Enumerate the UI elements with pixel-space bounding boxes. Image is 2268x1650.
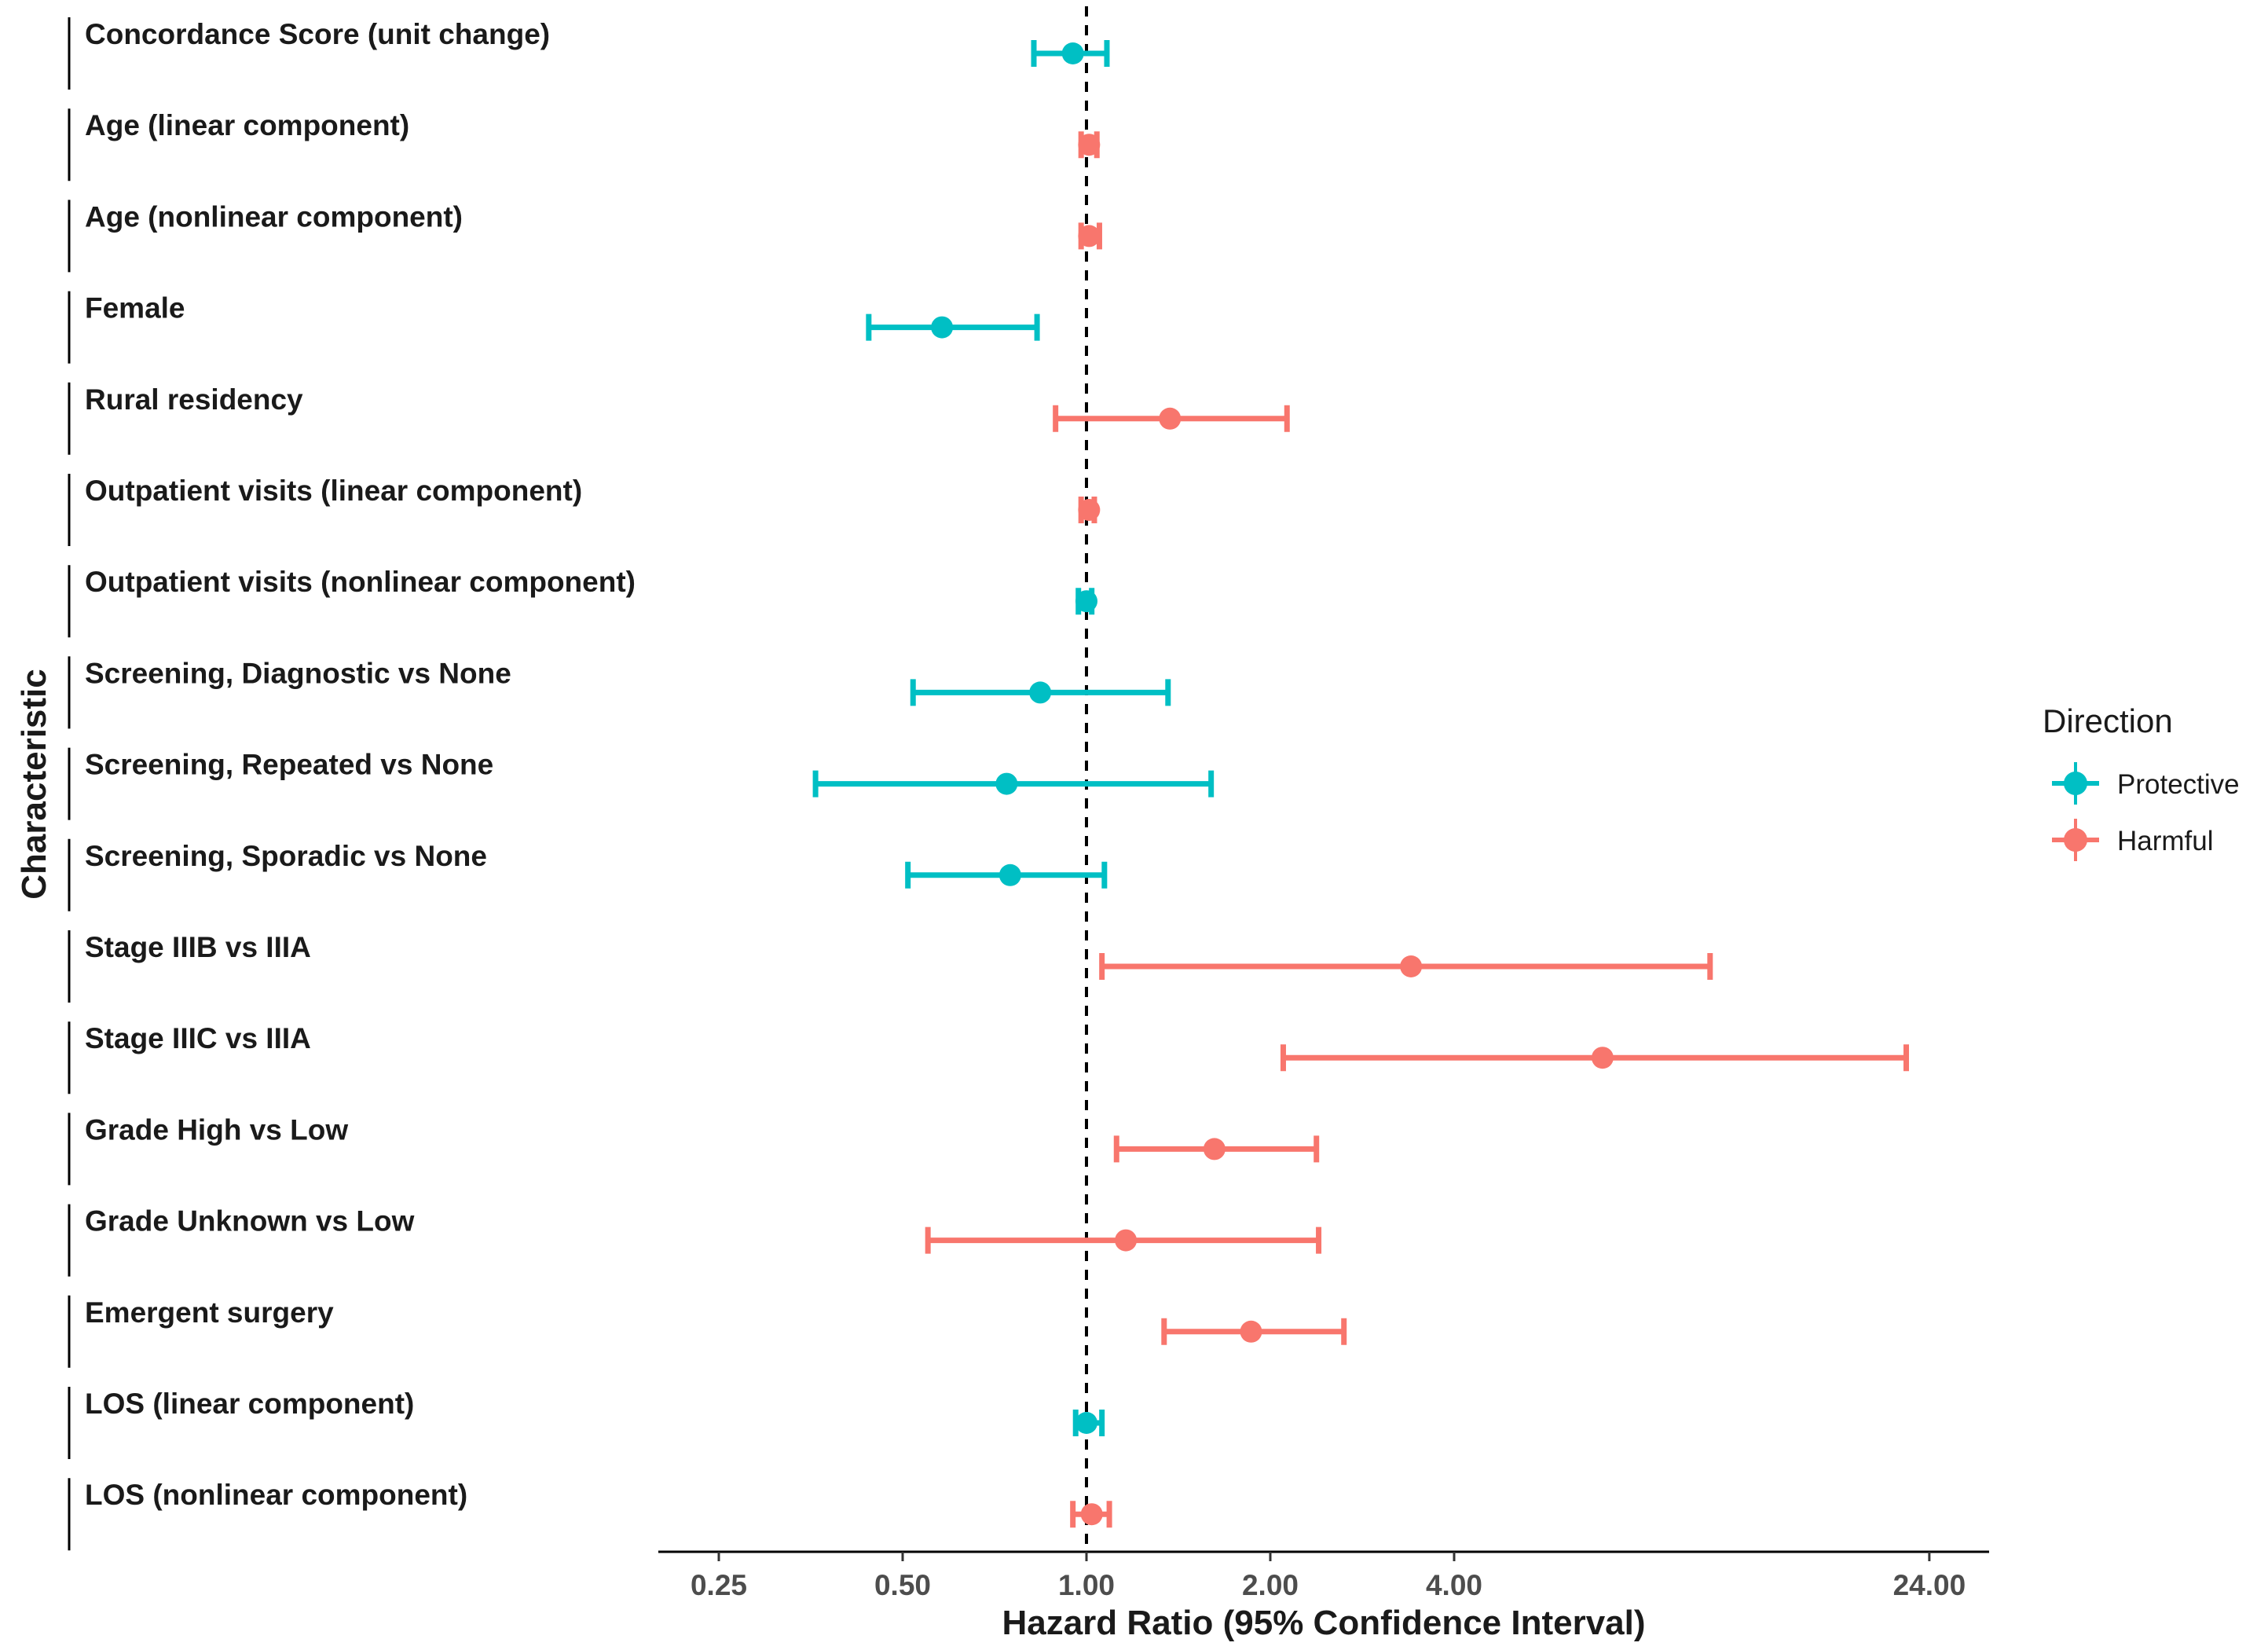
legend-title: Direction: [2043, 702, 2173, 739]
x-axis-ticks: 0.25 0.50 1.00 2.00 4.00 24.00: [691, 1552, 1966, 1601]
ci-mark: [1113, 1135, 1320, 1163]
ci-mark: [1099, 953, 1713, 980]
row-label: Outpatient visits (linear component): [85, 475, 582, 507]
point-estimate: [1078, 499, 1101, 521]
ci-mark: [1072, 1410, 1105, 1436]
point-estimate: [995, 772, 1018, 795]
legend-key-dot: [2064, 772, 2087, 795]
legend-entry: Protective: [2052, 762, 2240, 805]
point-estimate: [1080, 1503, 1103, 1526]
row-label: LOS (linear component): [85, 1388, 414, 1420]
x-tick-label: 2.00: [1242, 1569, 1299, 1601]
row-label: Grade Unknown vs Low: [85, 1205, 415, 1238]
point-estimate: [1240, 1320, 1262, 1343]
row-label: Female: [85, 292, 185, 324]
legend-label: Protective: [2117, 769, 2240, 800]
point-estimate: [1075, 590, 1097, 613]
row-label: Outpatient visits (nonlinear component): [85, 566, 636, 598]
point-estimate: [1029, 681, 1052, 704]
row-label: Screening, Repeated vs None: [85, 749, 493, 781]
ci-mark: [1280, 1044, 1910, 1072]
ci-mark: [1031, 40, 1110, 67]
x-tick-label: 0.25: [691, 1569, 747, 1601]
row-label: Age (linear component): [85, 109, 409, 141]
point-estimate: [1075, 1412, 1097, 1434]
point-estimate: [1591, 1047, 1614, 1069]
ci-mark: [1078, 222, 1102, 250]
ci-mark: [1078, 131, 1101, 159]
row-label: Screening, Sporadic vs None: [85, 840, 487, 872]
ci-mark: [1161, 1318, 1347, 1345]
x-tick-label: 0.50: [874, 1569, 931, 1601]
legend: Direction Protective Harmful: [2043, 702, 2240, 861]
ci-mark: [1078, 497, 1101, 523]
ci-mark: [1070, 1501, 1112, 1528]
ci-mark: [866, 314, 1040, 341]
ci-mark: [910, 679, 1171, 706]
ci-mark: [925, 1226, 1322, 1254]
legend-key-dot: [2064, 828, 2087, 852]
x-tick-label: 4.00: [1426, 1569, 1482, 1601]
row-label: Stage IIIB vs IIIA: [85, 931, 311, 963]
point-estimate: [931, 316, 954, 339]
point-estimate: [1203, 1138, 1226, 1160]
ci-mark: [1053, 405, 1290, 432]
point-estimate: [1115, 1229, 1138, 1252]
point-estimate: [998, 864, 1021, 886]
y-axis-title: Characteristic: [15, 669, 53, 899]
row-label: Grade High vs Low: [85, 1113, 348, 1146]
x-tick-label: 1.00: [1058, 1569, 1115, 1601]
row-label: Emergent surgery: [85, 1296, 334, 1329]
legend-entry: Harmful: [2052, 819, 2214, 861]
row-label: Screening, Diagnostic vs None: [85, 657, 511, 689]
row-label: Rural residency: [85, 383, 303, 416]
row-label: LOS (nonlinear component): [85, 1479, 467, 1511]
plot-marks: [812, 40, 1910, 1528]
row-label: Concordance Score (unit change): [85, 18, 550, 50]
point-estimate: [1061, 42, 1084, 64]
x-tick-label: 24.00: [1893, 1569, 1966, 1601]
row-label: Stage IIIC vs IIIA: [85, 1022, 311, 1054]
legend-label: Harmful: [2117, 826, 2214, 856]
plot-rows: Concordance Score (unit change) Age (line…: [68, 17, 636, 1551]
point-estimate: [1078, 134, 1101, 156]
ci-mark: [812, 770, 1215, 798]
point-estimate: [1159, 407, 1182, 430]
point-estimate: [1400, 955, 1423, 977]
point-estimate: [1078, 225, 1101, 248]
row-label: Age (nonlinear component): [85, 200, 463, 233]
ci-mark: [1075, 588, 1097, 615]
x-axis-title: Hazard Ratio (95% Confidence Interval): [1002, 1604, 1645, 1642]
ci-mark: [905, 861, 1108, 889]
